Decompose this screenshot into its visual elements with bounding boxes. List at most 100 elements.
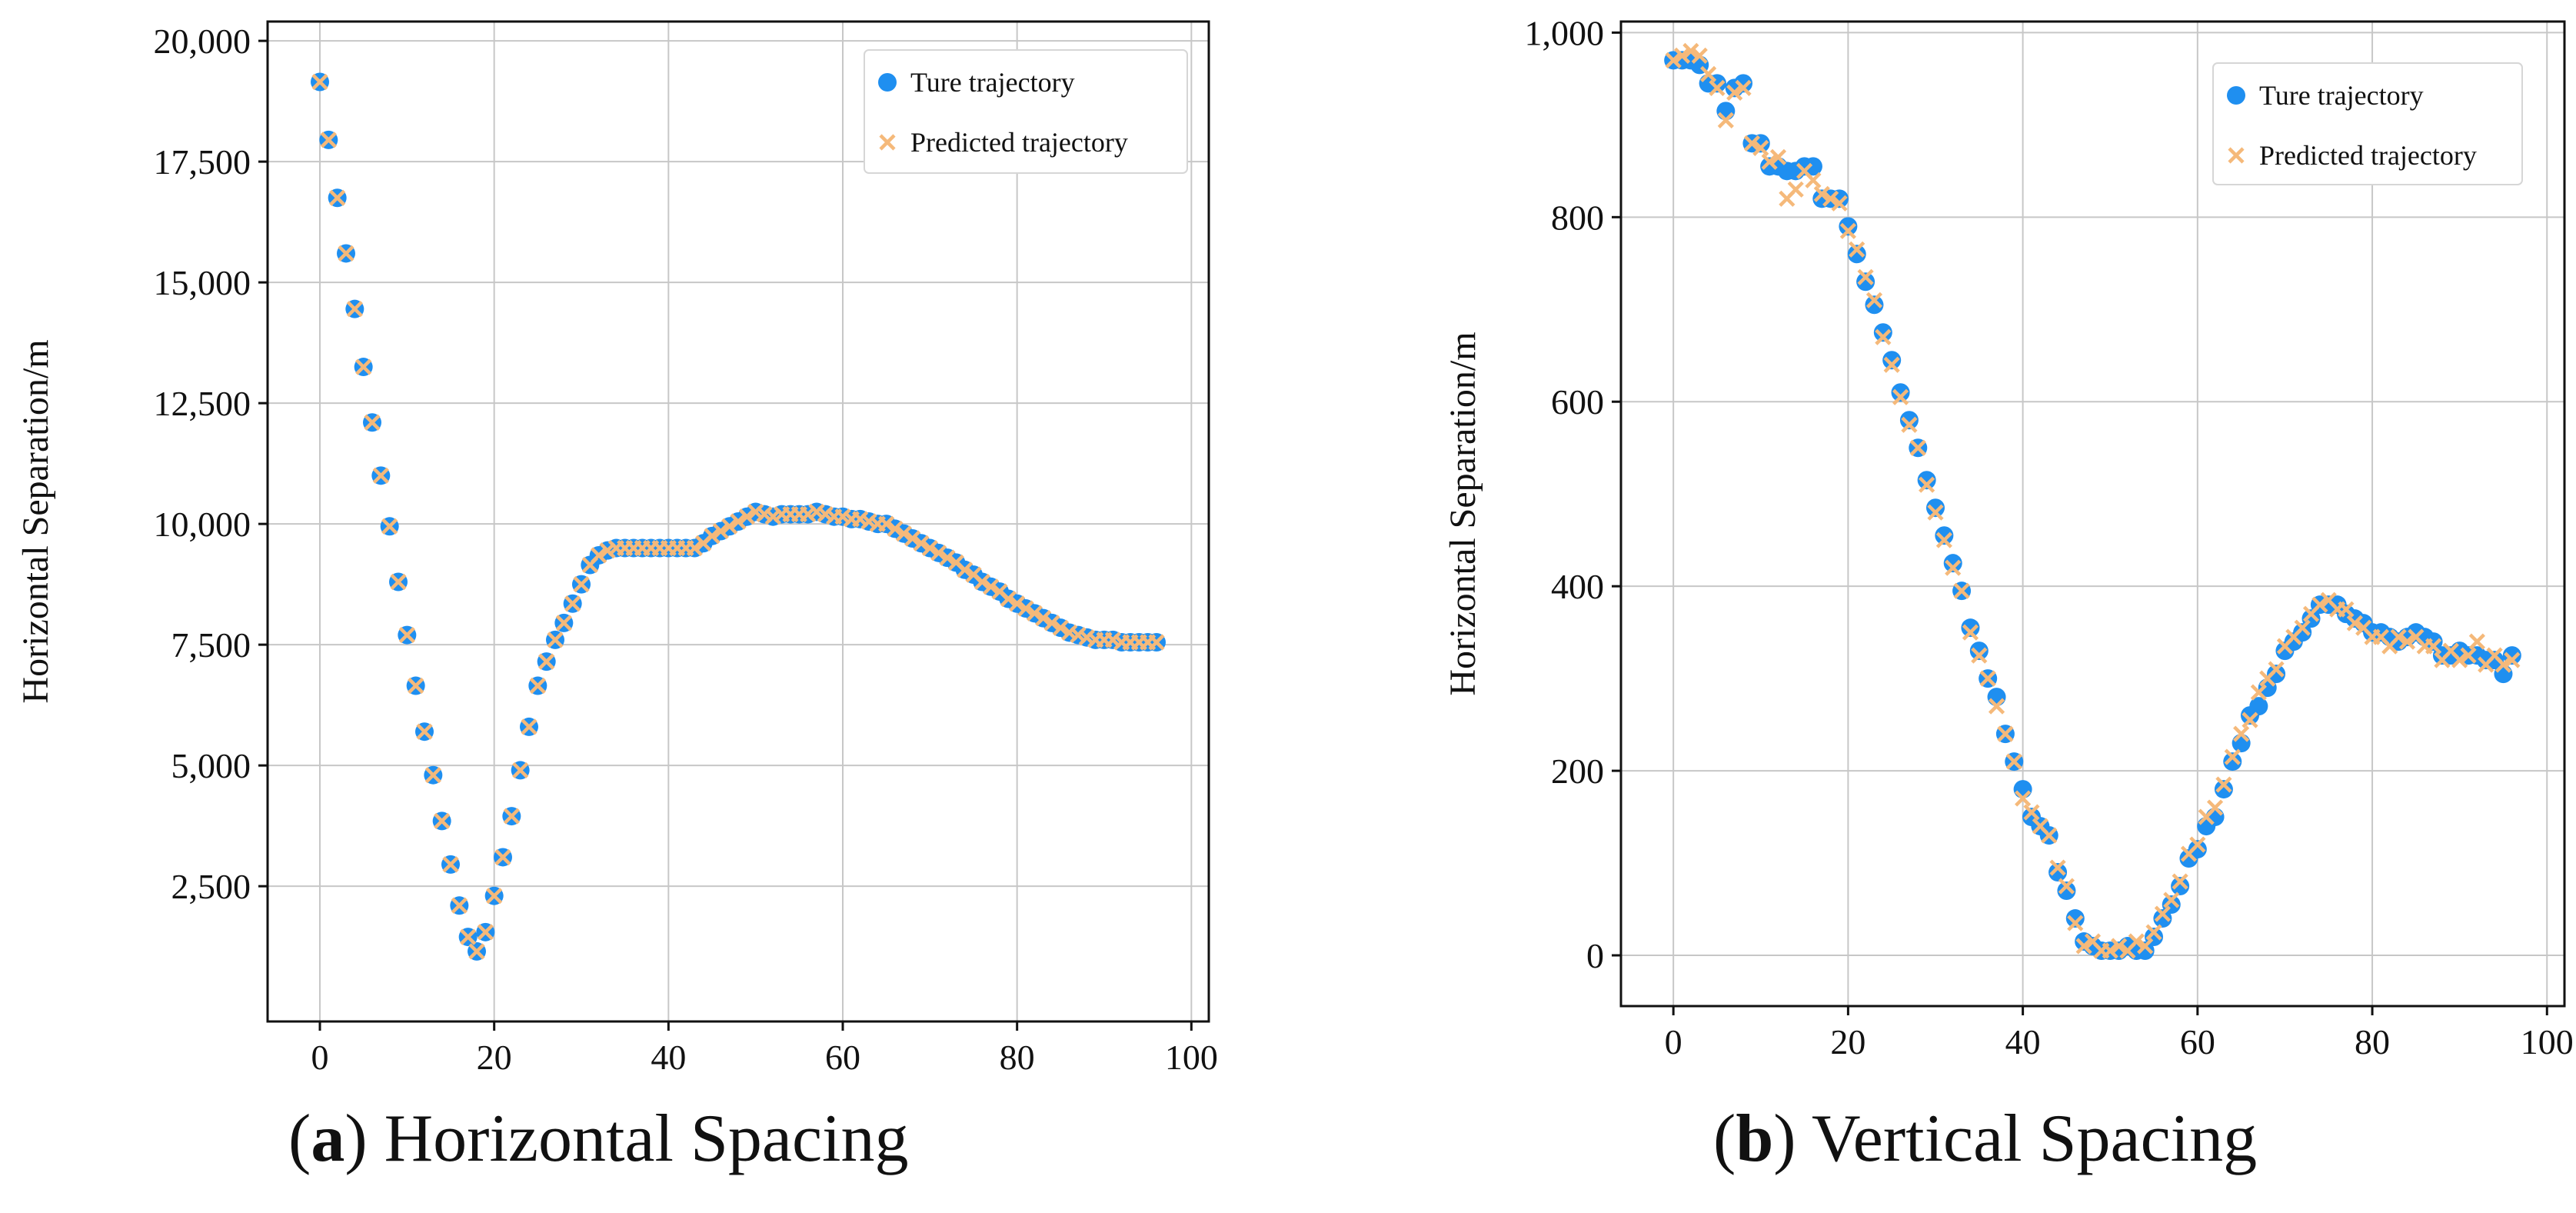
chart2-predicted-point <box>1752 139 1769 156</box>
chart1-predicted-point <box>477 924 494 941</box>
chart1-predicted-point <box>913 535 930 552</box>
chart2-predicted-point <box>2468 633 2485 650</box>
chart1-x-tick-label: 60 <box>825 1038 860 1077</box>
chart2-predicted-point <box>2311 596 2328 613</box>
chart2-predicted-point <box>2102 942 2118 959</box>
chart2-true-point <box>1716 102 1736 121</box>
chart2-predicted-point <box>1883 356 1900 373</box>
chart2-predicted-point <box>2041 827 2058 844</box>
chart2-predicted-point <box>2398 633 2416 650</box>
chart1-predicted-point <box>372 467 389 484</box>
chart1-predicted-point <box>555 615 572 631</box>
chart2-true-point <box>1873 323 1892 342</box>
chart1-predicted-point <box>398 626 415 644</box>
chart1-predicted-point <box>1035 610 1052 627</box>
chart2-y-tick-label: 200 <box>1551 751 1604 791</box>
chart1-y-tick-label: 20,000 <box>154 22 251 61</box>
chart2-predicted-point <box>1813 185 1830 202</box>
chart2-x-tick-label: 0 <box>1665 1022 1682 1061</box>
chart1-predicted-point <box>320 132 337 148</box>
chart2-true-point <box>2485 651 2504 670</box>
chart2-predicted-point <box>1875 328 1892 345</box>
chart1-predicted-point <box>416 723 433 740</box>
chart1-predicted-point <box>486 888 503 905</box>
chart2-predicted-point <box>2233 725 2250 742</box>
chart2-predicted-point <box>1979 670 1996 687</box>
chart2-legend-box <box>2212 62 2523 185</box>
chart1-predicted-point <box>939 549 956 566</box>
chart2-true-point <box>1926 498 1945 518</box>
chart2-predicted-point <box>1857 268 1874 285</box>
chart1-axes-frame <box>266 20 1210 1023</box>
chart2-predicted-point <box>2460 647 2477 664</box>
chart2-true-point <box>1882 351 1902 370</box>
chart2-true-point <box>2171 877 2190 896</box>
chart1-predicted-point <box>538 653 555 670</box>
chart1-predicted-point <box>721 518 738 535</box>
chart1-predicted-point <box>1052 619 1069 636</box>
chart2-true-point <box>2494 665 2513 684</box>
chart2-predicted-point <box>1971 647 1988 664</box>
chart2-x-tick-label: 80 <box>2355 1022 2390 1061</box>
chart1-y-tick-label: 15,000 <box>154 263 251 302</box>
chart2-true-point <box>1943 554 1962 573</box>
chart1-predicted-point <box>738 508 755 525</box>
chart2-true-point <box>2153 909 2172 928</box>
chart2-true-point <box>1961 618 1980 638</box>
chart1-predicted-point <box>957 562 973 578</box>
chart2-true-point <box>2232 734 2251 753</box>
chart2-x-tick-label: 40 <box>2005 1022 2041 1061</box>
chart1-predicted-point <box>973 573 990 591</box>
chart1-predicted-point <box>460 928 477 945</box>
chart1-predicted-point <box>512 761 529 779</box>
chart2-predicted-point <box>1735 79 1752 96</box>
chart2-predicted-point <box>2346 615 2363 631</box>
chart1-legend-circle-marker <box>878 73 897 92</box>
chart2-y-tick-label: 800 <box>1551 198 1604 237</box>
chart2-predicted-point <box>1953 582 1970 599</box>
chart2-legend-cross-marker <box>2228 147 2245 164</box>
chart1-predicted-point <box>1000 590 1017 608</box>
chart2-true-point <box>1847 245 1866 264</box>
chart1-x-tick-label: 40 <box>651 1038 686 1077</box>
chart1-predicted-point <box>712 522 729 540</box>
chart1-predicted-point <box>983 578 1000 595</box>
chart1-predicted-point <box>1043 615 1060 631</box>
chart2-predicted-point <box>2067 915 2084 931</box>
chart1-y-tick-label: 2,500 <box>171 867 251 906</box>
chart1-predicted-point <box>408 677 424 695</box>
chart2-predicted-point <box>1935 532 1952 548</box>
chart2-y-axis-label: Horizontal Separation/m <box>1443 332 1483 695</box>
caption-b-text: ) Vertical Spacing <box>1773 1101 2258 1176</box>
chart2-plot: 0 20 40 60 80 100 0 200 400 600 800 1,000 Horizontal… <box>1443 13 2574 1061</box>
chart2-predicted-point <box>1909 439 1926 456</box>
chart2-predicted-point <box>2145 924 2162 941</box>
caption-b: (b) Vertical Spacing <box>1713 1101 2258 1176</box>
chart1-legend: Ture trajectory Predicted trajectory <box>864 49 1188 174</box>
chart2-legend: Ture trajectory Predicted trajectory <box>2212 62 2523 185</box>
chart1-predicted-point <box>355 358 372 375</box>
chart2-predicted-point <box>1927 504 1944 521</box>
chart2-predicted-point <box>1849 241 1865 258</box>
chart1-predicted-point <box>521 718 537 735</box>
chart2-true-point <box>1935 526 1954 545</box>
chart1-predicted-point <box>494 848 511 866</box>
chart1-predicted-point <box>434 812 451 829</box>
chart1-x-tick-label: 20 <box>477 1038 512 1077</box>
chart2-predicted-point <box>2250 684 2267 701</box>
chart2-legend-label: Ture trajectory <box>2259 80 2424 111</box>
chart2-predicted-point <box>1726 84 1743 101</box>
chart2-predicted-point <box>1761 153 1778 170</box>
chart2-predicted-point <box>1919 476 1935 493</box>
chart1-y-tick-label: 12,500 <box>154 384 251 423</box>
chart1-predicted-point <box>311 73 328 91</box>
chart2-y-tick-label: 400 <box>1551 567 1604 606</box>
chart1-predicted-point <box>887 520 904 538</box>
caption-a-text: ) Horizontal Spacing <box>344 1101 909 1176</box>
chart2-predicted-point <box>2154 905 2171 922</box>
chart2-predicted-point <box>1787 181 1804 198</box>
chart2-true-point <box>1891 383 1910 402</box>
chart2-true-point <box>1856 272 1875 292</box>
chart2-predicted-point <box>2163 891 2180 908</box>
